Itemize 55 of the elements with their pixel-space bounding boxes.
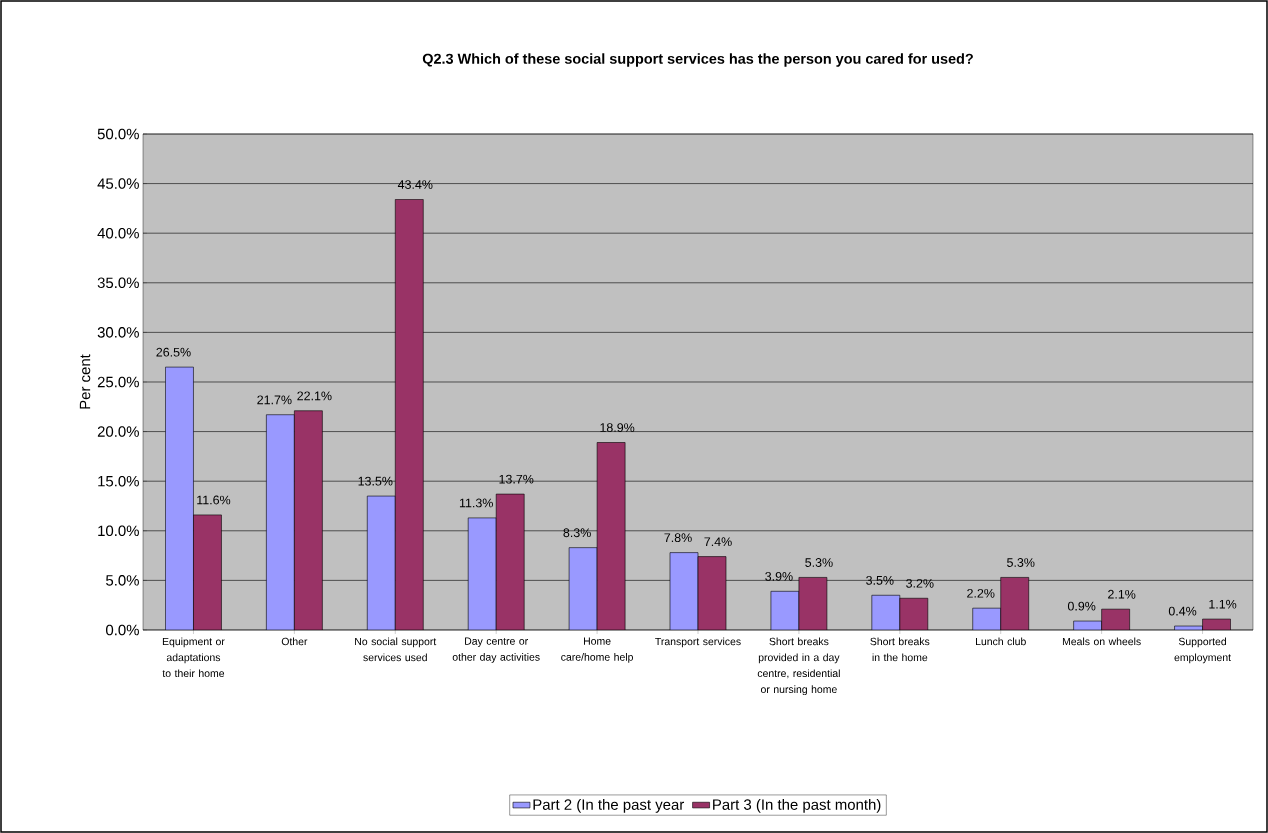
y-tick-label: 30.0% — [97, 327, 139, 338]
y-tick-label: 15.0% — [98, 475, 139, 487]
bar — [366, 495, 396, 630]
x-tick-label: Equipment or adaptations to their home — [162, 637, 225, 678]
y-tick-label: 40.0% — [97, 227, 139, 239]
bar — [165, 366, 194, 630]
bar — [467, 517, 497, 630]
data-label: 13.5% — [358, 476, 393, 486]
bar — [669, 552, 699, 630]
legend-label: Part 3 (In the past month) — [713, 798, 881, 813]
data-label: 8.3% — [563, 528, 591, 538]
data-label: 5.3% — [805, 558, 833, 567]
data-label: 0.9% — [1067, 601, 1096, 611]
data-label: 21.7% — [257, 395, 292, 405]
x-tick-label: Supported employment — [1174, 637, 1231, 664]
x-tick-label: Meals on wheels — [1062, 637, 1141, 646]
data-label: 2.1% — [1108, 589, 1136, 599]
bar — [871, 594, 901, 630]
y-tick-label: 25.0% — [97, 376, 139, 388]
legend-label: Part 2 (In the past year — [533, 798, 685, 813]
x-tick-label: Home care/home help — [561, 637, 633, 663]
x-tick-label: No social support services used — [355, 637, 437, 662]
data-label: 26.5% — [156, 347, 191, 357]
bar — [266, 414, 295, 630]
y-tick-label: 50.0% — [97, 128, 139, 140]
data-label: 18.9% — [600, 423, 635, 432]
data-label: 2.2% — [967, 588, 995, 598]
data-label: 3.2% — [906, 578, 934, 588]
y-tick-label: 45.0% — [97, 178, 139, 189]
y-tick-label: 35.0% — [97, 277, 139, 289]
x-tick-label: Lunch club — [976, 637, 1026, 646]
x-tick-label: Short breaks in the home — [870, 637, 930, 662]
x-tick-label: Day centre or other day activities — [452, 637, 540, 663]
chart-title: Q2.3 Which of these social support services has the person you cared for used? — [422, 53, 973, 67]
y-tick-label: 10.0% — [98, 525, 139, 537]
data-label: 3.5% — [866, 575, 894, 585]
y-tick-label: 20.0% — [97, 426, 139, 437]
y-axis-title: Per cent — [79, 354, 91, 409]
data-label: 7.4% — [704, 537, 732, 547]
data-label: 11.6% — [197, 495, 231, 505]
x-tick-label: Short breaks provided in a day centre, residential or nursing home — [757, 637, 840, 696]
data-label: 11.3% — [459, 498, 493, 508]
bar — [568, 547, 598, 630]
data-label: 43.4% — [397, 180, 433, 189]
data-label: 3.9% — [765, 571, 793, 581]
x-tick-label: Transport services — [655, 637, 741, 648]
x-tick-label: Other — [281, 637, 308, 646]
data-label: 0.4% — [1168, 606, 1197, 616]
data-label: 1.1% — [1209, 599, 1237, 609]
y-tick-label: 5.0% — [106, 575, 139, 586]
data-label: 13.7% — [499, 474, 534, 484]
y-tick-label: 0.0% — [106, 624, 139, 636]
data-label: 5.3% — [1007, 558, 1035, 567]
data-label: 22.1% — [297, 391, 332, 401]
data-label: 7.8% — [664, 533, 692, 543]
